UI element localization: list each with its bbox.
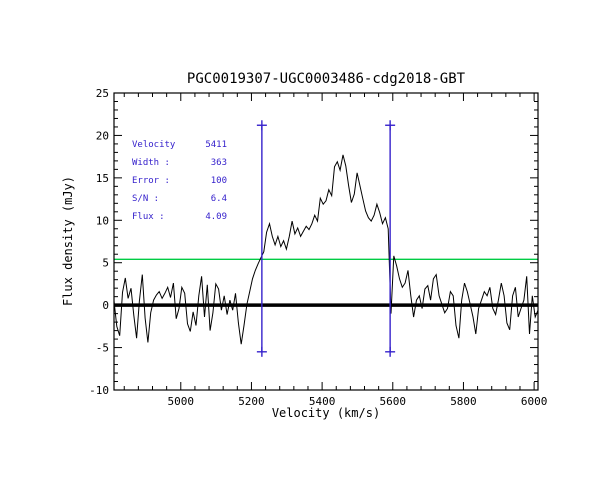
y-tick-label: 15 xyxy=(96,172,109,185)
stat-row-error: Error : 100 xyxy=(132,172,227,190)
y-tick-label: -5 xyxy=(96,342,109,355)
stat-row-width: Width : 363 xyxy=(132,154,227,172)
x-tick-label: 5200 xyxy=(238,395,265,408)
stat-row-sn: S/N : 6.4 xyxy=(132,190,227,208)
y-tick-label: 20 xyxy=(96,129,109,142)
stat-value: 6.4 xyxy=(210,194,227,204)
x-tick-label: 5400 xyxy=(309,395,336,408)
y-tick-label: 10 xyxy=(96,214,109,227)
y-tick-label: -10 xyxy=(89,384,109,397)
plot-border xyxy=(113,92,539,391)
y-axis-label: Flux density (mJy) xyxy=(61,175,75,307)
fit-stats-panel: Velocity 5411 Width : 363 Error : 100 S/… xyxy=(132,136,227,226)
x-tick-label: 5000 xyxy=(168,395,195,408)
stat-value: 4.09 xyxy=(205,212,227,222)
plot-title: PGC0019307-UGC0003486-cdg2018-GBT xyxy=(186,71,466,87)
stat-label: Error : xyxy=(132,176,170,186)
y-axis-ticks: -10 -5 0 5 10 15 20 25 xyxy=(89,87,538,397)
stat-row-flux: Flux : 4.09 xyxy=(132,208,227,226)
stat-row-velocity: Velocity 5411 xyxy=(132,136,227,154)
x-axis-ticks: 5000 5200 5400 5600 5800 6000 xyxy=(123,93,548,408)
stat-label: S/N : xyxy=(132,194,160,204)
x-tick-label: 6000 xyxy=(521,395,548,408)
y-tick-label: 5 xyxy=(102,257,109,270)
y-tick-label: 0 xyxy=(102,299,109,312)
velocity-width-markers xyxy=(256,120,396,357)
stat-label: Velocity xyxy=(132,140,176,150)
stat-value: 100 xyxy=(210,176,227,186)
x-axis-label: Velocity (km/s) xyxy=(271,406,381,420)
stat-value: 5411 xyxy=(205,140,227,150)
stat-label: Width : xyxy=(132,158,170,168)
spectrum-line xyxy=(113,154,539,345)
stat-value: 363 xyxy=(210,158,227,168)
x-tick-label: 5600 xyxy=(380,395,407,408)
stat-label: Flux : xyxy=(132,212,165,222)
x-tick-label: 5800 xyxy=(450,395,477,408)
y-tick-label: 25 xyxy=(96,87,109,100)
